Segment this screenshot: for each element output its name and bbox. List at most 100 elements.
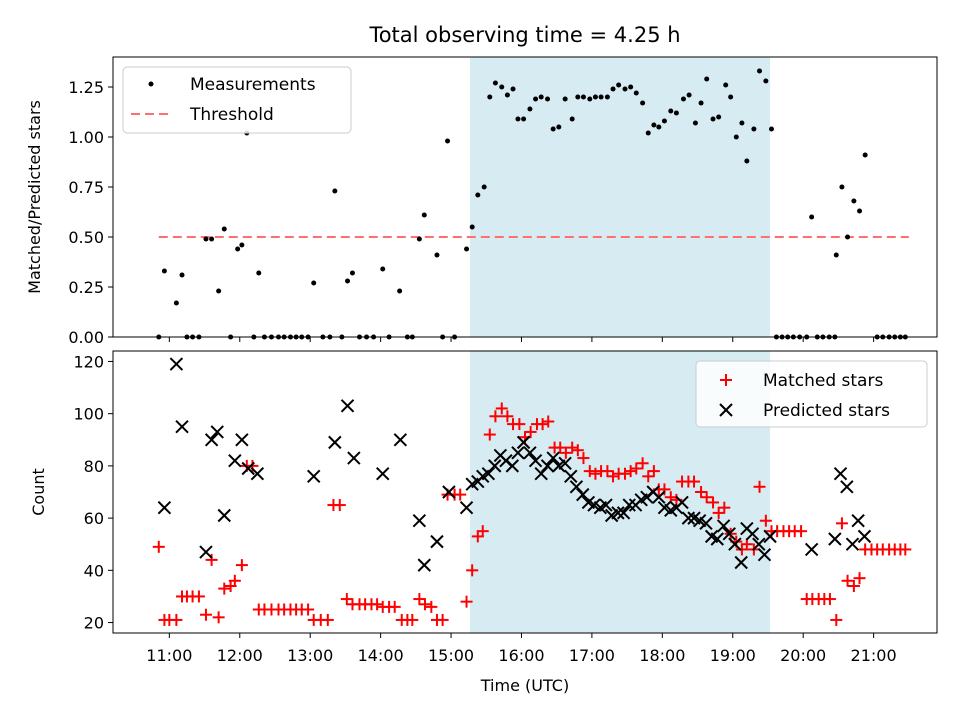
measurement-point [538, 94, 544, 100]
matched-star-point [170, 613, 183, 626]
predicted-star-point [511, 446, 525, 460]
predicted-star-point [728, 537, 742, 551]
measurement-point [521, 116, 527, 122]
measurement-point [598, 94, 604, 100]
x-axis-label: Time (UTC) [480, 676, 569, 695]
predicted-star-point [734, 555, 748, 570]
measurement-point [475, 192, 481, 198]
matched-star-point [753, 480, 766, 493]
top-x-ticks [168, 337, 875, 342]
x-tick-label: 16:00 [498, 646, 544, 665]
measurement-point [839, 184, 845, 190]
matched-star-point [302, 603, 315, 616]
x-tick-label: 20:00 [780, 646, 826, 665]
matched-star-point [152, 540, 165, 553]
measurements-panel: 0.00 0.25 0.50 0.75 1.00 1.25 Matched/Predict… [25, 56, 938, 347]
matched-star-point [192, 590, 205, 603]
matched-star-point [501, 410, 514, 423]
matched-star-point [513, 418, 526, 431]
measurement-point [510, 86, 516, 92]
matched-star-point [559, 446, 572, 459]
measurement-point [651, 122, 657, 128]
matched-star-point [688, 475, 701, 488]
matched-star-point [630, 462, 643, 475]
measurement-point [434, 252, 440, 258]
measurement-point [728, 94, 734, 100]
measurement-point [469, 224, 475, 230]
predicted-stars-points [157, 357, 872, 572]
predicted-star-point [611, 506, 625, 520]
x-tick-label: 17:00 [569, 646, 615, 665]
top-legend-box [122, 66, 352, 134]
matched-stars-points [152, 402, 912, 626]
predicted-star-point [763, 529, 777, 544]
y-tick-label: 60 [84, 509, 104, 528]
predicted-star-point [516, 435, 531, 450]
matched-star-point [489, 410, 502, 423]
measurement-point [616, 82, 622, 88]
observing-span [470, 57, 771, 337]
y-tick-label: 0.25 [68, 278, 104, 297]
measurement-point [610, 86, 616, 92]
matched-star-point [642, 470, 655, 483]
x-tick-label: 15:00 [428, 646, 474, 665]
x-tick-label: 11:00 [146, 646, 192, 665]
matched-star-point [406, 613, 419, 626]
matched-star-point [418, 598, 431, 611]
matched-star-point [718, 501, 731, 514]
matched-star-point [218, 582, 231, 595]
bottom-legend-box [695, 360, 928, 428]
measurement-point [545, 96, 551, 102]
predicted-star-point [528, 453, 543, 468]
predicted-star-point [157, 500, 172, 515]
matched-star-point [460, 595, 473, 608]
predicted-star-point [250, 467, 265, 481]
measurement-point [421, 212, 427, 218]
predicted-star-point [204, 433, 219, 447]
predicted-star-point [833, 467, 848, 481]
matched-star-point [899, 543, 912, 556]
matched-star-point [333, 499, 346, 512]
predicted-star-point [757, 547, 772, 562]
matched-star-point [700, 491, 713, 504]
measurement-point [845, 234, 851, 240]
predicted-star-point [376, 467, 390, 481]
predicted-star-point [412, 514, 427, 528]
legend-predicted-marker [719, 403, 733, 417]
y-tick-label: 0.00 [68, 328, 104, 347]
matched-star-point [571, 444, 584, 457]
predicted-star-point [752, 537, 766, 551]
predicted-star-point [622, 498, 636, 512]
predicted-star-point [745, 527, 760, 541]
x-tick-label: 19:00 [710, 646, 756, 665]
measurement-point [604, 94, 610, 100]
predicted-star-point [459, 500, 474, 515]
matched-star-point [495, 402, 508, 415]
matched-star-point [566, 441, 579, 454]
matched-star-point [454, 488, 467, 501]
top-legend: Measurements Threshold [122, 66, 352, 134]
predicted-star-point [481, 467, 496, 481]
matched-star-point [740, 538, 753, 551]
matched-star-point [413, 593, 426, 606]
matched-star-point [759, 514, 772, 527]
x-tick-label: 13:00 [287, 646, 333, 665]
x-tick-label: 18:00 [639, 646, 685, 665]
matched-star-point [601, 465, 614, 478]
y-tick-label: 100 [73, 405, 104, 424]
top-y-axis-label: Matched/Predicted stars [25, 100, 44, 294]
measurement-point [723, 82, 729, 88]
matched-star-point [795, 525, 808, 538]
measurement-point [645, 130, 651, 136]
predicted-star-point [488, 459, 502, 473]
measurement-point [179, 272, 185, 278]
predicted-star-point [564, 469, 578, 484]
bottom-x-ticks: 11:00 12:00 13:00 14:00 15:00 16:00 17:00 18:00… [146, 633, 897, 665]
matched-star-point [205, 553, 218, 566]
predicted-star-point [710, 532, 724, 546]
measurement-point [640, 100, 646, 106]
measurement-point [527, 106, 533, 112]
predicted-star-point [804, 542, 819, 557]
measurement-point [533, 96, 539, 102]
matched-star-point [830, 613, 843, 626]
